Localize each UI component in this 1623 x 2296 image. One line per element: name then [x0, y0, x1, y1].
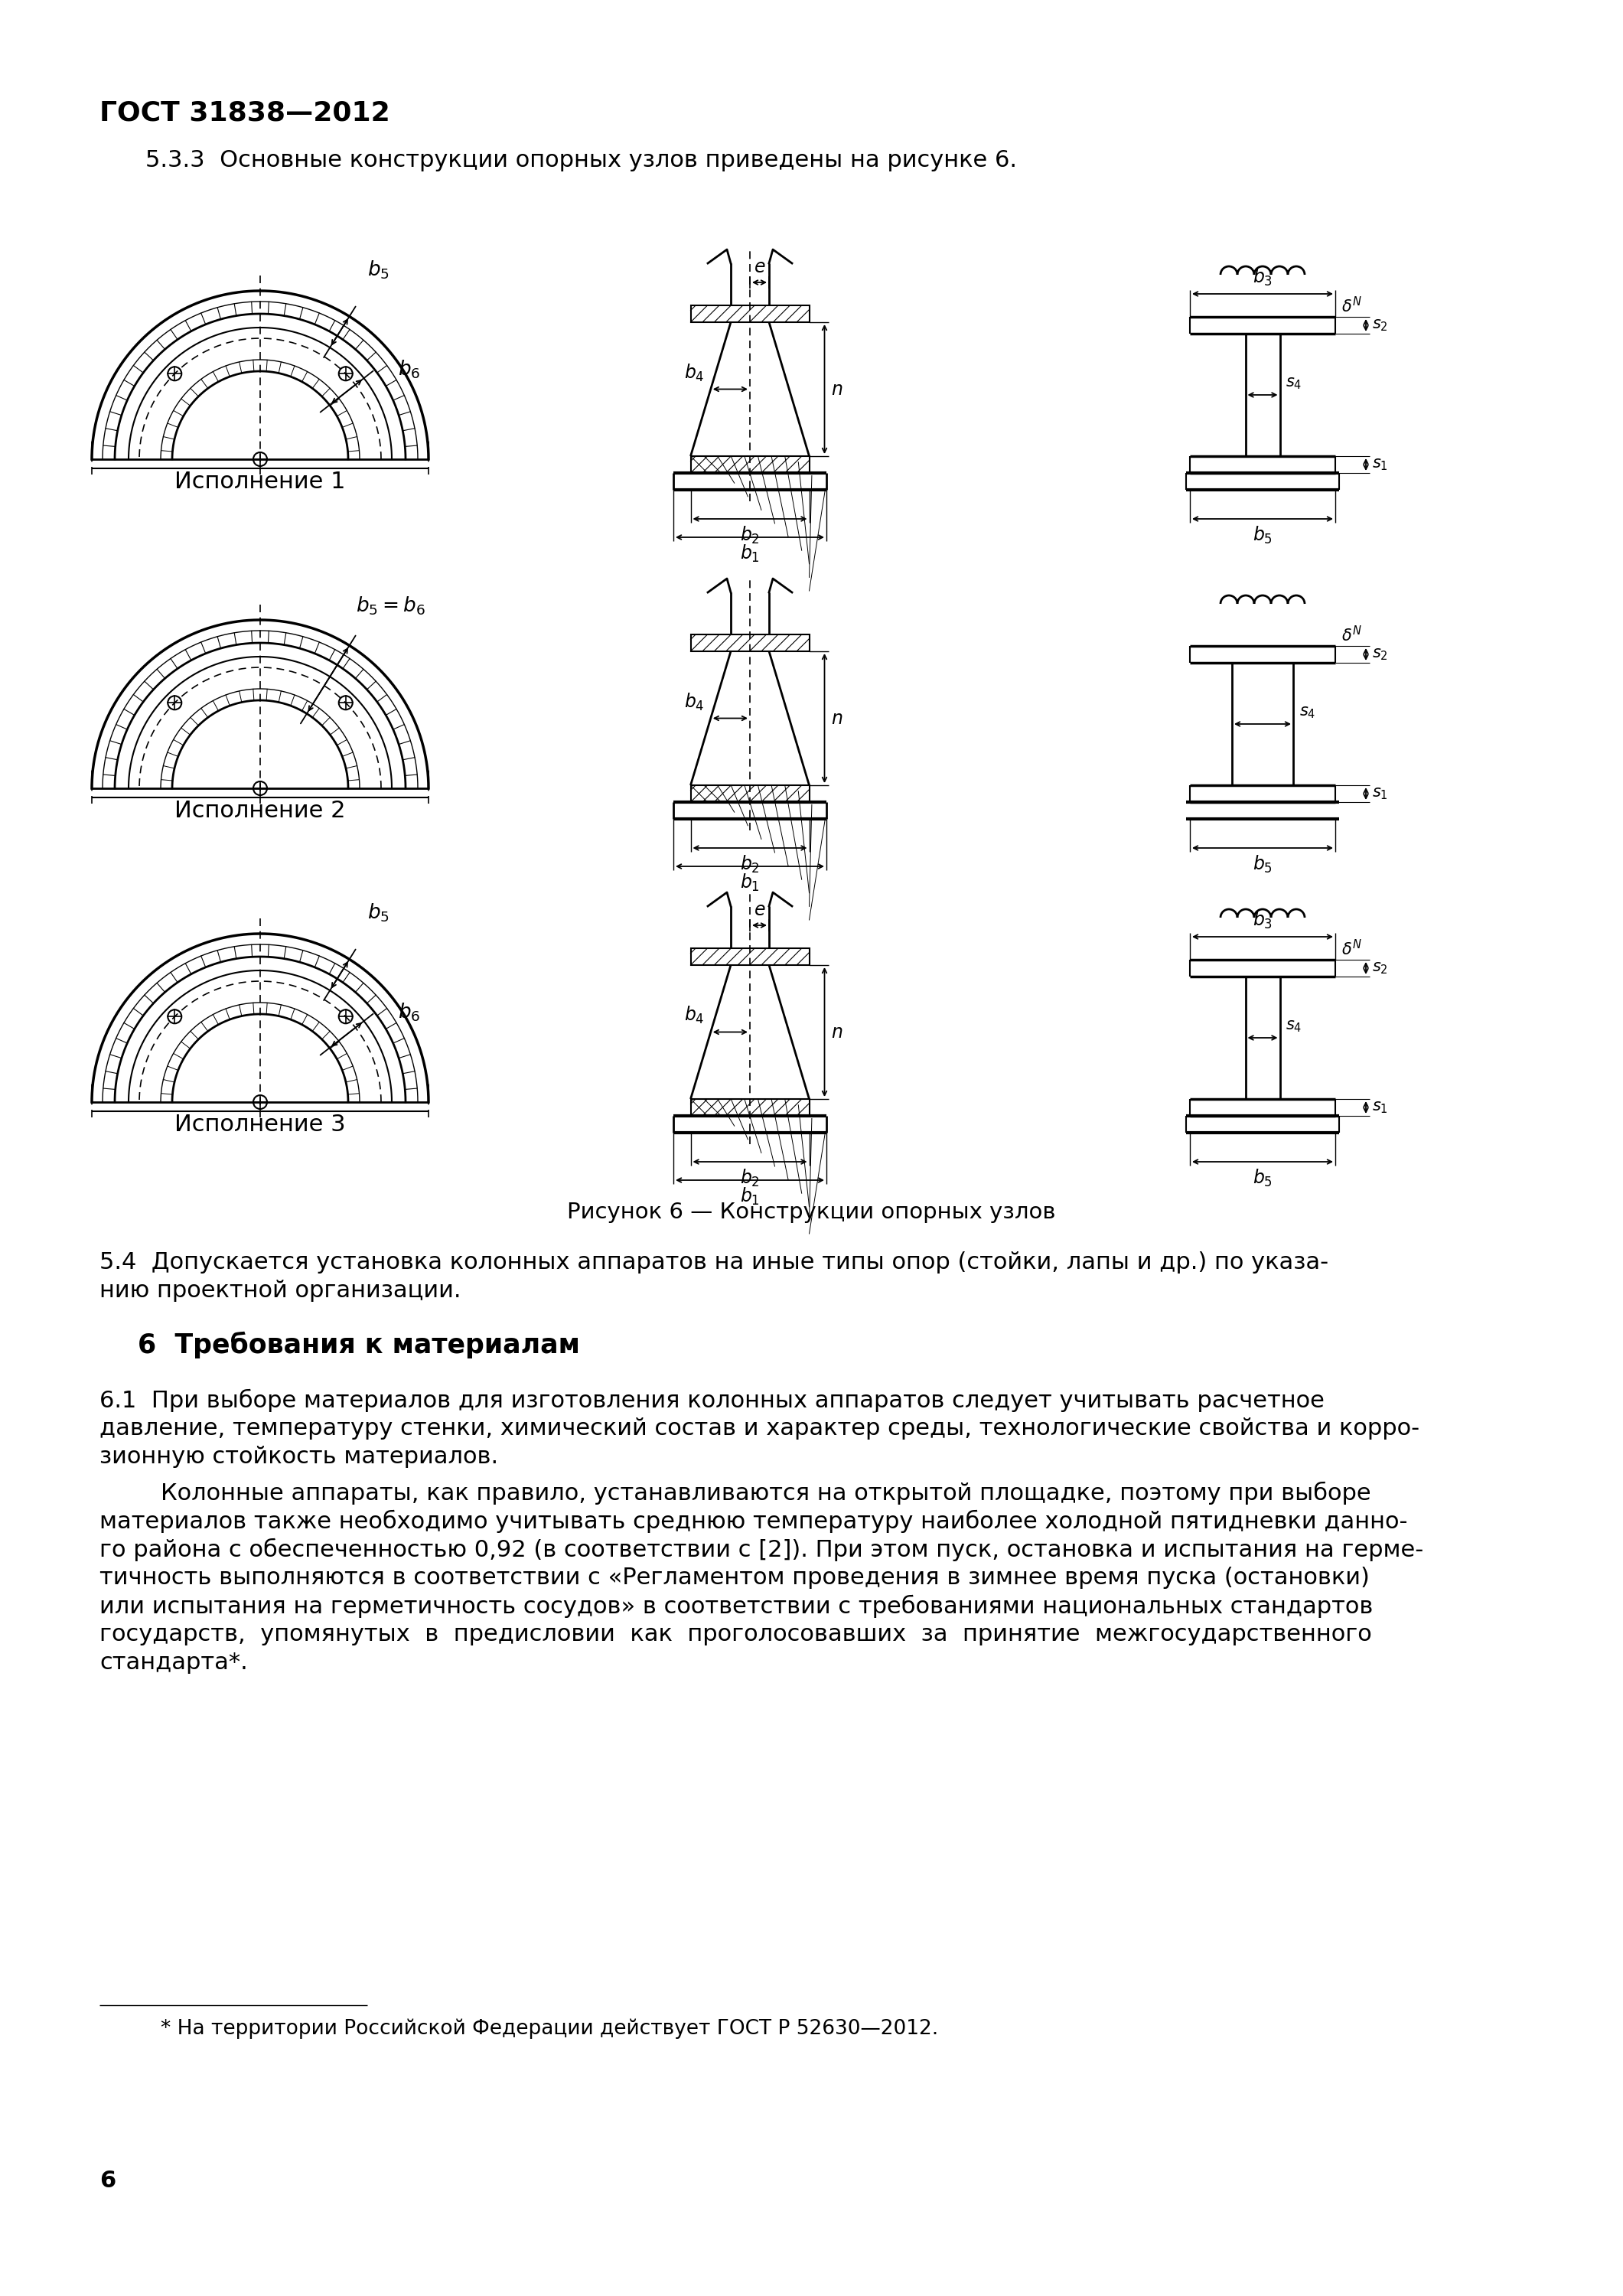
Bar: [691, 457, 810, 473]
Text: $e$: $e$: [753, 257, 766, 276]
Text: Исполнение 3: Исполнение 3: [175, 1114, 346, 1137]
Text: $b_2$: $b_2$: [740, 854, 760, 875]
Text: Исполнение 2: Исполнение 2: [175, 799, 346, 822]
Text: $n$: $n$: [831, 709, 842, 728]
Text: $s_4$: $s_4$: [1285, 377, 1302, 390]
Text: 6  Требования к материалам: 6 Требования к материалам: [138, 1332, 579, 1359]
Text: $s_1$: $s_1$: [1371, 457, 1388, 473]
Text: $n$: $n$: [831, 379, 842, 400]
Text: Рисунок 6 — Конструкции опорных узлов: Рисунок 6 — Конструкции опорных узлов: [566, 1201, 1055, 1224]
Text: $s_2$: $s_2$: [1371, 317, 1388, 333]
Text: $s_2$: $s_2$: [1371, 960, 1388, 976]
Text: $s_4$: $s_4$: [1285, 1019, 1302, 1033]
Text: $b_5$: $b_5$: [1253, 854, 1272, 875]
Text: $n$: $n$: [831, 1024, 842, 1042]
Text: $b_3$: $b_3$: [1253, 266, 1272, 287]
Text: * На территории Российской Федерации действует ГОСТ Р 52630—2012.: * На территории Российской Федерации дей…: [161, 2018, 938, 2039]
Text: $b_1$: $b_1$: [740, 872, 760, 893]
Text: 5.4  Допускается установка колонных аппаратов на иные типы опор (стойки, лапы и : 5.4 Допускается установка колонных аппар…: [99, 1251, 1329, 1274]
Text: зионную стойкость материалов.: зионную стойкость материалов.: [99, 1446, 498, 1467]
Bar: [691, 785, 810, 801]
Text: $b_5 = b_6$: $b_5 = b_6$: [355, 595, 425, 618]
Text: $s_1$: $s_1$: [1371, 1100, 1388, 1116]
Text: $b_5$: $b_5$: [368, 259, 390, 280]
Text: $\delta^N$: $\delta^N$: [1341, 625, 1362, 645]
Text: Исполнение 1: Исполнение 1: [175, 471, 346, 494]
Text: $b_4$: $b_4$: [685, 691, 704, 712]
Text: $b_1$: $b_1$: [740, 544, 760, 565]
Text: или испытания на герметичность сосудов» в соответствии с требованиями национальн: или испытания на герметичность сосудов» …: [99, 1596, 1373, 1619]
Text: 6.1  При выборе материалов для изготовления колонных аппаратов следует учитывать: 6.1 При выборе материалов для изготовлен…: [99, 1389, 1324, 1412]
Text: $b_2$: $b_2$: [740, 526, 760, 546]
Text: $b_5$: $b_5$: [1253, 1169, 1272, 1189]
Bar: [691, 948, 810, 964]
Text: 6: 6: [99, 2170, 115, 2193]
Text: давление, температуру стенки, химический состав и характер среды, технологически: давление, температуру стенки, химический…: [99, 1417, 1420, 1440]
Text: ГОСТ 31838—2012: ГОСТ 31838—2012: [99, 99, 390, 126]
Text: $b_1$: $b_1$: [740, 1187, 760, 1208]
Text: материалов также необходимо учитывать среднюю температуру наиболее холодной пяти: материалов также необходимо учитывать ср…: [99, 1511, 1407, 1534]
Text: нию проектной организации.: нию проектной организации.: [99, 1279, 461, 1302]
Text: $b_2$: $b_2$: [740, 1169, 760, 1189]
Bar: [691, 1100, 810, 1116]
Bar: [691, 305, 810, 321]
Text: $b_4$: $b_4$: [685, 1006, 704, 1026]
Text: $s_4$: $s_4$: [1300, 705, 1316, 721]
Text: $s_2$: $s_2$: [1371, 647, 1388, 661]
Text: 5.3.3  Основные конструкции опорных узлов приведены на рисунке 6.: 5.3.3 Основные конструкции опорных узлов…: [146, 149, 1018, 172]
Text: го района с обеспеченностью 0,92 (в соответствии с [2]). При этом пуск, остановк: го района с обеспеченностью 0,92 (в соот…: [99, 1538, 1423, 1561]
Text: государств,  упомянутых  в  предисловии  как  проголосовавших  за  принятие  меж: государств, упомянутых в предисловии как…: [99, 1623, 1371, 1646]
Text: стандарта*.: стандарта*.: [99, 1651, 248, 1674]
Text: $e$: $e$: [753, 900, 766, 918]
Text: $b_5$: $b_5$: [368, 902, 390, 923]
Text: $\delta^N$: $\delta^N$: [1341, 939, 1362, 957]
Bar: [691, 634, 810, 652]
Text: $b_6$: $b_6$: [398, 358, 420, 381]
Text: $b_5$: $b_5$: [1253, 526, 1272, 546]
Text: тичность выполняются в соответствии с «Регламентом проведения в зимнее время пус: тичность выполняются в соответствии с «Р…: [99, 1566, 1370, 1589]
Text: $\delta^N$: $\delta^N$: [1341, 296, 1362, 315]
Text: $s_1$: $s_1$: [1371, 785, 1388, 801]
Text: $b_6$: $b_6$: [398, 1001, 420, 1024]
Text: $b_3$: $b_3$: [1253, 909, 1272, 930]
Text: $b_4$: $b_4$: [685, 363, 704, 383]
Text: Колонные аппараты, как правило, устанавливаются на открытой площадке, поэтому пр: Колонные аппараты, как правило, устанавл…: [161, 1481, 1371, 1504]
